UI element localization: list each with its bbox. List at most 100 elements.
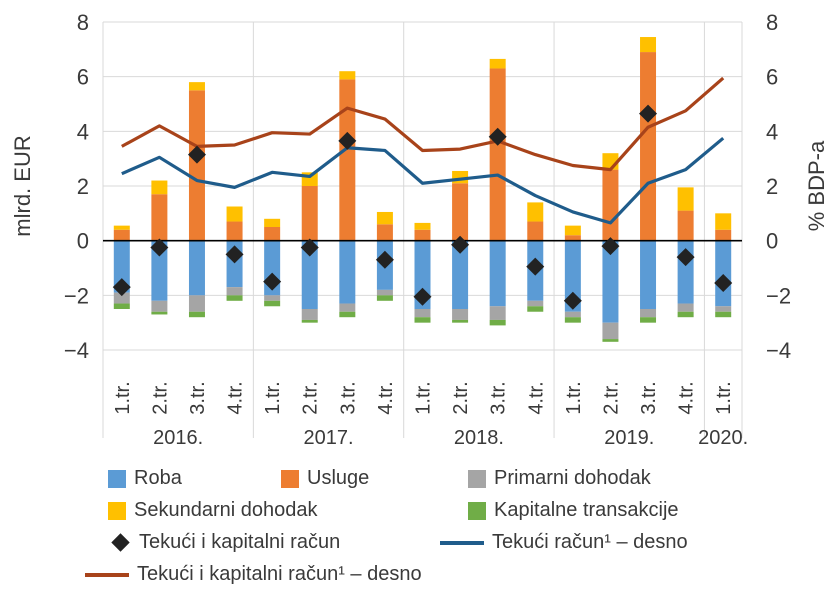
marker-tekuci-i-kapitalni	[375, 250, 394, 269]
bar-primarni-dohodak	[527, 300, 544, 307]
bar-primarni-dohodak	[564, 311, 581, 318]
bar-primarni-dohodak	[677, 303, 694, 312]
marker-tekuci-i-kapitalni	[488, 127, 507, 146]
bar-sekundarni-dohodak	[113, 225, 130, 230]
bar-roba	[301, 240, 318, 309]
bar-usluge	[339, 79, 356, 241]
x-year-label: 2016.	[153, 427, 203, 449]
y-tick-label-left: −2	[64, 283, 89, 308]
marker-tekuci-i-kapitalni	[563, 291, 582, 310]
x-category-label: 3.tr.	[187, 381, 209, 414]
y-tick-label-right: 0	[766, 229, 778, 254]
x-category-label: 4.tr.	[375, 381, 397, 414]
bar-kapitalne-transakcije	[226, 295, 243, 301]
y-tick-label-right: −4	[766, 338, 791, 363]
line-tekuci-racun	[121, 136, 725, 225]
bar-usluge	[414, 229, 431, 241]
y-tick-label-left: 8	[77, 10, 89, 35]
bar-primarni-dohodak	[602, 322, 619, 340]
bar-usluge	[564, 235, 581, 241]
bar-sekundarni-dohodak	[188, 82, 205, 91]
bar-primarni-dohodak	[188, 295, 205, 312]
bar-primarni-dohodak	[489, 306, 506, 320]
y-axis-title-left: mlrd. EUR	[10, 135, 35, 236]
bar-primarni-dohodak	[452, 309, 469, 320]
bar-sekundarni-dohodak	[715, 213, 732, 230]
x-category-label: 3.tr.	[638, 381, 660, 414]
y-axis-title-right: % BDP-a	[804, 140, 829, 231]
x-category-label: 2.tr.	[600, 381, 622, 414]
bar-primarni-dohodak	[301, 309, 318, 320]
x-category-label: 1.tr.	[413, 381, 435, 414]
bar-sekundarni-dohodak	[489, 58, 506, 69]
x-category-label: 1.tr.	[112, 381, 134, 414]
marker-tekuci-i-kapitalni	[639, 104, 658, 123]
y-tick-label-right: 8	[766, 10, 778, 35]
bar-roba	[452, 240, 469, 309]
x-year-label: 2019.	[604, 427, 654, 449]
bar-primarni-dohodak	[414, 309, 431, 318]
bar-usluge	[226, 221, 243, 241]
bar-sekundarni-dohodak	[677, 187, 694, 211]
bar-roba	[339, 240, 356, 304]
y-tick-label-right: 2	[766, 174, 778, 199]
bar-primarni-dohodak	[226, 287, 243, 296]
bar-sekundarni-dohodak	[564, 225, 581, 236]
bar-kapitalne-transakcije	[715, 311, 732, 318]
bar-sekundarni-dohodak	[151, 180, 168, 195]
y-tick-label-right: −2	[766, 283, 791, 308]
marker-tekuci-i-kapitalni	[225, 245, 244, 264]
bar-sekundarni-dohodak	[376, 211, 393, 225]
marker-tekuci-i-kapitalni	[187, 145, 206, 164]
marker-tekuci-i-kapitalni	[526, 257, 545, 276]
bar-roba	[151, 240, 168, 301]
bar-primarni-dohodak	[264, 295, 281, 301]
y-tick-label-left: 2	[77, 174, 89, 199]
x-year-label: 2018.	[454, 427, 504, 449]
y-tick-label-right: 6	[766, 65, 778, 90]
marker-tekuci-i-kapitalni	[150, 238, 169, 257]
bar-kapitalne-transakcije	[564, 317, 581, 323]
bar-sekundarni-dohodak	[640, 37, 657, 53]
y-tick-label-left: 6	[77, 65, 89, 90]
bar-usluge	[452, 183, 469, 241]
bar-usluge	[264, 227, 281, 241]
marker-tekuci-i-kapitalni	[714, 274, 733, 293]
bar-roba	[602, 240, 619, 323]
marker-tekuci-i-kapitalni	[112, 278, 131, 297]
marker-tekuci-i-kapitalni	[413, 287, 432, 306]
bar-usluge	[151, 194, 168, 241]
bar-kapitalne-transakcije	[489, 319, 506, 326]
x-category-label: 4.tr.	[525, 381, 547, 414]
bar-sekundarni-dohodak	[414, 222, 431, 230]
marker-tekuci-i-kapitalni	[263, 272, 282, 291]
bar-kapitalne-transakcije	[113, 303, 130, 309]
bar-usluge	[677, 210, 694, 241]
bar-roba	[640, 240, 657, 309]
bar-primarni-dohodak	[339, 303, 356, 312]
y-tick-label-left: 0	[77, 229, 89, 254]
marker-tekuci-i-kapitalni	[338, 131, 357, 150]
bar-usluge	[489, 68, 506, 241]
bar-roba	[489, 240, 506, 307]
y-tick-label-right: 4	[766, 119, 778, 144]
bar-kapitalne-transakcije	[602, 339, 619, 342]
x-category-label: 2.tr.	[450, 381, 472, 414]
marker-tekuci-i-kapitalni	[300, 238, 319, 257]
bar-roba	[188, 240, 205, 296]
bar-kapitalne-transakcije	[452, 319, 469, 323]
x-category-label: 3.tr.	[337, 381, 359, 414]
bar-usluge	[376, 224, 393, 241]
x-category-label: 1.tr.	[713, 381, 735, 414]
bar-kapitalne-transakcije	[339, 311, 356, 318]
y-tick-label-left: 4	[77, 119, 89, 144]
line-tekuci-i-kapitalni-racun	[121, 76, 725, 172]
bar-usluge	[640, 52, 657, 241]
bar-sekundarni-dohodak	[226, 206, 243, 222]
bar-primarni-dohodak	[113, 292, 130, 304]
x-category-label: 1.tr.	[262, 381, 284, 414]
marker-tekuci-i-kapitalni	[676, 248, 695, 267]
marker-tekuci-i-kapitalni	[601, 237, 620, 256]
bar-roba	[113, 240, 130, 293]
bar-sekundarni-dohodak	[527, 202, 544, 222]
